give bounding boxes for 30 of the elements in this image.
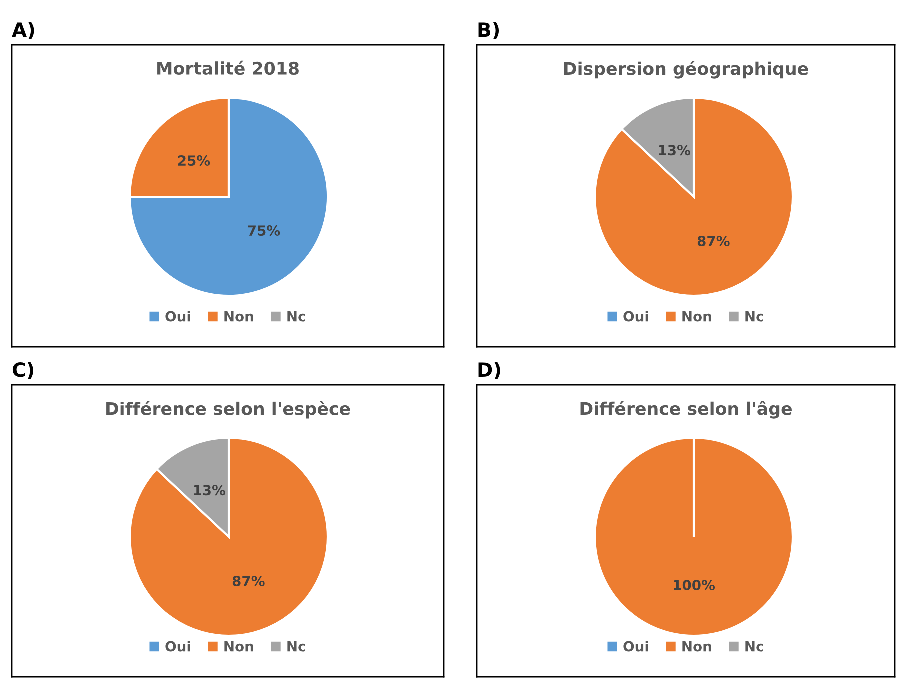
pie-slice [128,436,330,638]
text: C) [12,362,34,380]
data-label: 25% [178,156,210,166]
text: D) [478,362,500,380]
data-label: 87% [232,576,265,586]
legend-label: Non [224,311,254,322]
legend-label: Non [682,641,712,652]
data-label: 87% [698,236,730,246]
data-label: 100% [674,580,716,591]
data-label: 13% [194,485,226,496]
pie-slice [594,96,794,298]
legend-label: Nc [746,641,764,652]
chart-title: Différence selon l'espèce [106,401,350,419]
legend-label: Oui [624,641,648,652]
text: B) [478,22,500,40]
data-label: 13% [659,145,691,156]
chart-title: Différence selon l'âge [580,401,792,419]
text: A) [12,22,34,40]
legend-label: Nc [288,311,306,322]
legend-label: Oui [624,311,648,322]
legend-label: Oui [166,311,190,322]
data-label: 75% [248,226,280,236]
legend-label: Nc [288,641,306,652]
legend-label: Non [224,641,254,652]
legend-label: Oui [166,641,190,652]
legend-label: Non [682,311,712,322]
pie-slice [128,96,330,298]
chart-title: Mortalité 2018 [158,60,299,76]
chart-title: Dispersion géographique [564,61,808,79]
legend-label: Nc [746,311,764,322]
